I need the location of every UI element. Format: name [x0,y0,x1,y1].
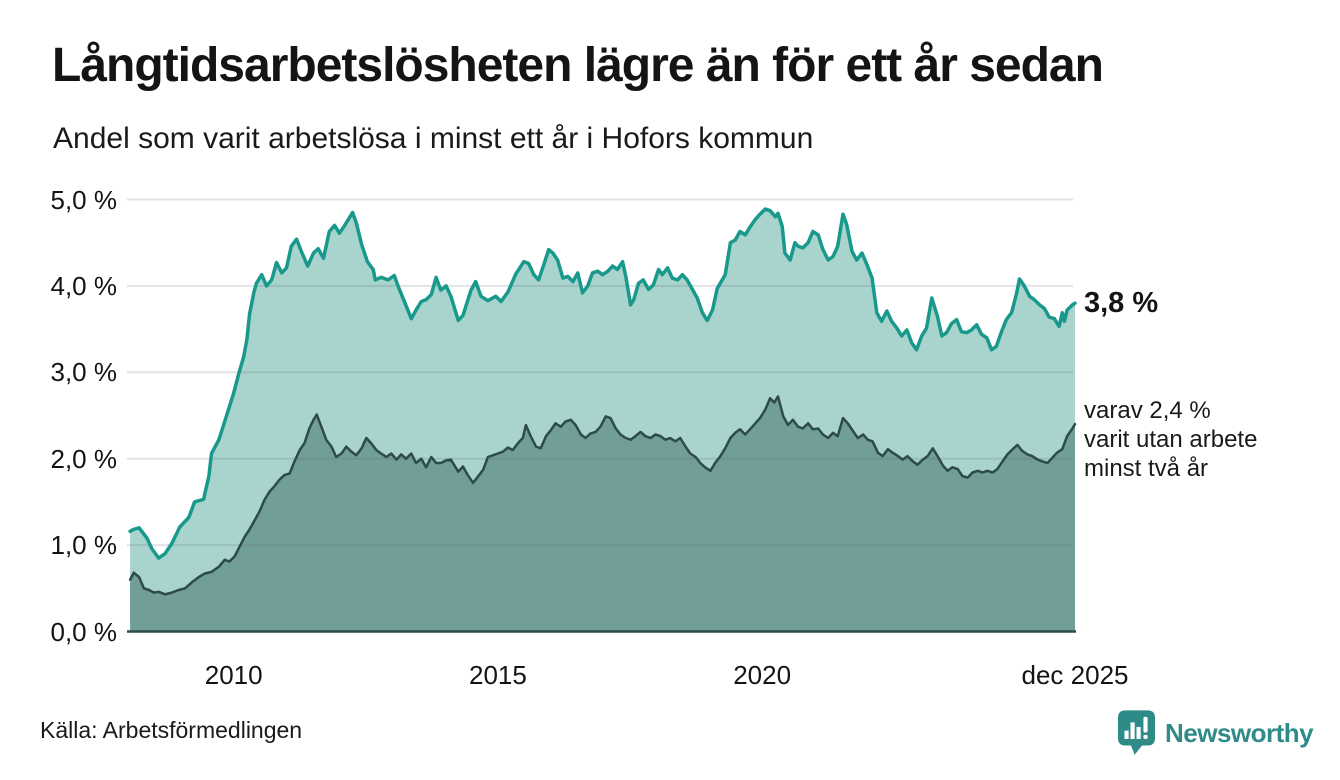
x-axis-label: 2010 [204,660,263,690]
secondary-annotation-line2: varit utan arbete [1084,426,1258,453]
y-axis-label: 5,0 % [50,184,118,215]
secondary-annotation-line1: varav 2,4 % [1084,397,1211,424]
y-axis-label: 3,0 % [50,357,118,388]
chart-subtitle: Andel som varit arbetslösa i minst ett å… [53,122,814,155]
logo-bar-short [1124,730,1129,740]
x-axis-label: 2020 [733,660,792,690]
page-title: Långtidsarbetslösheten lägre än för ett … [52,39,1104,92]
logo-exclamation-stem [1143,716,1148,733]
logo-bar-medium [1136,726,1141,740]
logo-exclamation-dot [1143,734,1148,740]
source-credit: Källa: Arbetsförmedlingen [40,717,303,743]
secondary-annotation: varav 2,4 % varit utan arbete minst två … [1084,396,1257,483]
latest-value-annotation: 3,8 % [1084,287,1159,319]
unemployed-at-least-two-years-area [130,396,1076,632]
newsworthy-wordmark: Newsworthy [1165,717,1314,748]
y-axis-label: 1,0 % [50,530,118,561]
unemployed-at-least-one-year-line [128,207,1077,560]
y-axis-label: 4,0 % [50,270,118,301]
x-axis-label: 2015 [469,660,527,690]
x-axis-label: dec 2025 [1021,660,1129,690]
y-axis-label: 0,0 % [50,616,118,647]
newsworthy-branding: Newsworthy [1118,710,1314,756]
y-axis-label: 2,0 % [50,443,118,474]
unemployed-at-least-two-years-line [128,395,1077,596]
secondary-annotation-line3: minst två år [1084,455,1209,482]
newsworthy-logo-icon [1118,710,1155,755]
logo-bar-tall [1130,722,1135,740]
